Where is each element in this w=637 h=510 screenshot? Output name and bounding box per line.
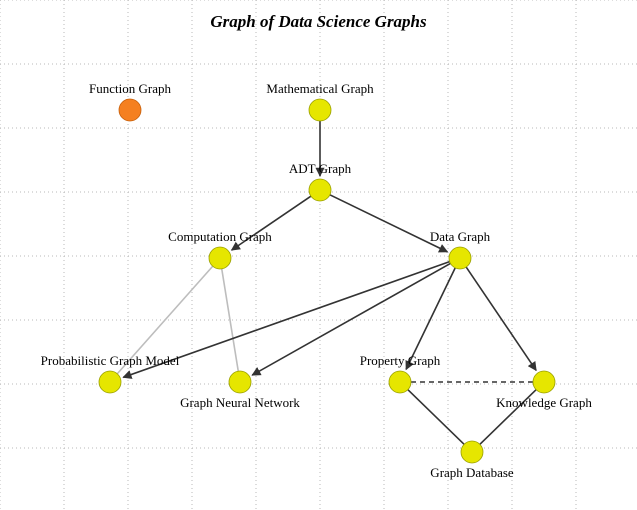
edge-data-gnn [252, 263, 450, 375]
node-comp [209, 247, 231, 269]
edges [117, 121, 536, 444]
node-kg [533, 371, 555, 393]
edge-comp-pgm [117, 266, 212, 374]
node-math [309, 99, 331, 121]
node-adt [309, 179, 331, 201]
diagram-svg [0, 0, 637, 510]
node-gdb [461, 441, 483, 463]
edge-prop-gdb [408, 390, 464, 445]
edge-data-pgm [123, 262, 449, 378]
edge-data-kg [466, 267, 536, 370]
edge-data-prop [406, 268, 455, 370]
node-gnn [229, 371, 251, 393]
node-prop [389, 371, 411, 393]
diagram-stage: { "title": "Graph of Data Science Graphs… [0, 0, 637, 510]
grid [0, 0, 637, 510]
edge-adt-comp [232, 196, 311, 250]
node-pgm [99, 371, 121, 393]
node-data [449, 247, 471, 269]
edge-kg-gdb [480, 390, 536, 445]
edge-adt-data [330, 195, 448, 252]
node-function [119, 99, 141, 121]
nodes [99, 99, 555, 463]
